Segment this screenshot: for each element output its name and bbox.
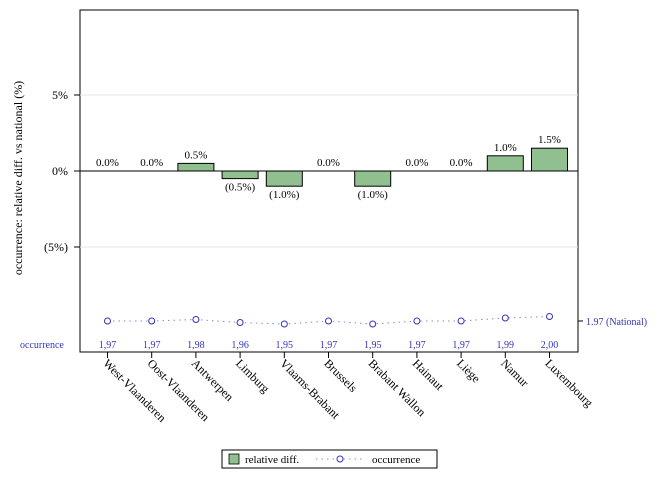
bar-data-label: (1.0%) <box>358 189 389 201</box>
occurrence-point <box>280 320 288 328</box>
bar-data-label: 0.0% <box>450 157 473 169</box>
legend: relative diff. occurrence <box>221 449 438 469</box>
occurrence-value-label: 1,97 <box>408 340 426 351</box>
y-tick-label: (5%) <box>44 240 68 254</box>
x-tick-label: Brussels <box>321 356 360 395</box>
occurrence-point <box>104 317 111 325</box>
bar-data-label: (0.5%) <box>225 182 256 194</box>
occurrence-value-label: 1,97 <box>320 340 338 351</box>
bar <box>221 170 259 180</box>
y-tick-label: 5% <box>52 88 68 102</box>
y-tick-label: 0% <box>52 164 68 178</box>
national-label: 1.97 (National) <box>586 317 647 328</box>
legend-box <box>221 449 438 469</box>
legend-line-label: occurrence <box>372 454 420 466</box>
occurrence-point <box>413 317 421 325</box>
x-tick-label: Hainaut <box>410 356 447 393</box>
legend-line-marker <box>336 455 344 463</box>
bar-series: 0.0% 0.0% 0.5% (0.5%) (1.0%) 0.0% (1.0%) 0.0% 0.… <box>96 134 568 201</box>
occurrence-value-label: 1,96 <box>231 340 249 351</box>
occurrence-value-label: 1,97 <box>452 340 470 351</box>
bar <box>531 147 568 172</box>
occurrence-value-label: 1,98 <box>187 340 205 351</box>
plot-area <box>79 9 579 353</box>
grid <box>80 94 578 248</box>
x-tick-label: Liège <box>454 356 483 385</box>
occurrence-point <box>369 320 377 328</box>
bar-data-label: (1.0%) <box>269 189 300 201</box>
bar-data-label: 0.0% <box>317 157 340 169</box>
occurrence-point <box>501 314 509 322</box>
bar <box>177 162 215 172</box>
bar-data-label: 0.0% <box>96 157 119 169</box>
occurrence-point <box>236 319 244 326</box>
occurrence-point <box>325 317 332 325</box>
bar-data-label: 0.0% <box>140 157 163 169</box>
bar-data-label: 1.0% <box>494 142 517 154</box>
bar <box>486 155 524 172</box>
bar <box>354 170 392 187</box>
bar <box>265 170 303 187</box>
occurrence-value-label: 1,95 <box>364 340 382 351</box>
x-tick-label: Namur <box>498 356 531 389</box>
x-tick-label: Limburg <box>233 356 272 395</box>
occurrence-value-label: 2,00 <box>541 340 559 351</box>
occurrence-series: 1,97 1,97 1,98 1,96 1,95 1,97 1,95 1,97 1,97 1,99… <box>99 313 559 351</box>
occurrence-value-label: 1,99 <box>497 340 515 351</box>
occurrence-point <box>192 316 200 323</box>
occurrence-point <box>546 313 553 320</box>
occurrence-value-label: 1,95 <box>276 340 294 351</box>
x-tick-label: Luxembourg <box>542 356 596 410</box>
occurrence-value-label: 1,97 <box>143 340 161 351</box>
bar-data-label: 1.5% <box>538 134 561 146</box>
bar-data-label: 0.5% <box>184 149 207 161</box>
legend-bar-swatch <box>228 453 240 465</box>
occurrence-value-label: 1,97 <box>99 340 117 351</box>
occurrence-row-label: occurrence <box>20 340 64 351</box>
bar-data-label: 0.0% <box>405 157 428 169</box>
occurrence-point <box>457 317 465 325</box>
y-axis-title: occurrence: relative diff. vs national (… <box>11 81 25 275</box>
occurrence-point <box>148 317 156 325</box>
legend-bar-label: relative diff. <box>245 454 299 466</box>
